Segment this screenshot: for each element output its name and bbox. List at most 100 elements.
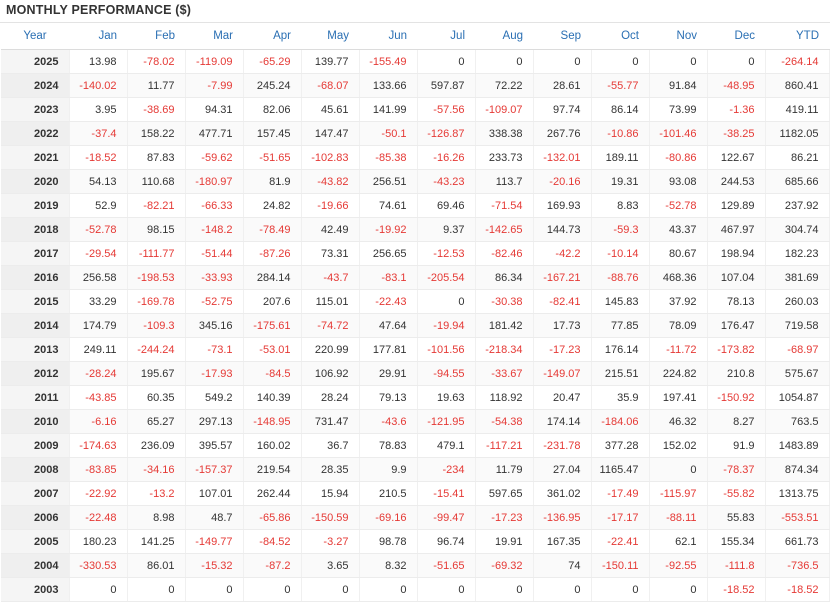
month-value-cell: 0: [417, 49, 476, 74]
month-value-cell: 195.67: [127, 361, 186, 386]
month-value-cell: -78.49: [243, 217, 302, 242]
month-value-cell: -55.77: [591, 73, 650, 98]
month-value-cell: 0: [533, 577, 592, 602]
month-value-cell: -51.44: [185, 241, 244, 266]
month-value-cell: -22.43: [359, 289, 418, 314]
month-value-cell: -7.99: [185, 73, 244, 98]
month-value-cell: -16.26: [417, 145, 476, 170]
month-value-cell: 468.36: [649, 265, 708, 290]
table-row: 2023 3.95 -38.69 94.31 82.06 45.61 141.99 -57.5…: [1, 97, 830, 122]
month-value-cell: 174.79: [69, 313, 128, 338]
year-cell: 2017: [1, 241, 70, 266]
month-value-cell: -12.53: [417, 241, 476, 266]
month-value-cell: -121.95: [417, 409, 476, 434]
month-value-cell: -33.67: [475, 361, 534, 386]
month-value-cell: 0: [475, 49, 534, 74]
month-value-cell: 97.74: [533, 97, 592, 122]
month-value-cell: -85.38: [359, 145, 418, 170]
month-value-cell: 174.14: [533, 409, 592, 434]
month-value-cell: -37.4: [69, 121, 128, 146]
column-header-feb: Feb: [127, 23, 185, 50]
month-value-cell: -198.53: [127, 265, 186, 290]
ytd-cell: -264.14: [765, 49, 830, 74]
ytd-cell: 1182.05: [765, 121, 830, 146]
month-value-cell: 207.6: [243, 289, 302, 314]
month-value-cell: 78.13: [707, 289, 766, 314]
table-row: 2013 249.11 -244.24 -73.1 -53.01 220.99 177.81…: [1, 337, 830, 362]
month-value-cell: -43.82: [301, 169, 360, 194]
month-value-cell: -78.37: [707, 457, 766, 482]
ytd-cell: 874.34: [765, 457, 830, 482]
month-value-cell: -18.52: [707, 577, 766, 602]
month-value-cell: 0: [707, 49, 766, 74]
month-value-cell: -119.09: [185, 49, 244, 74]
month-value-cell: 93.08: [649, 169, 708, 194]
month-value-cell: 73.31: [301, 241, 360, 266]
month-value-cell: 0: [359, 577, 418, 602]
ytd-cell: 260.03: [765, 289, 830, 314]
month-value-cell: 24.82: [243, 193, 302, 218]
month-value-cell: 479.1: [417, 433, 476, 458]
year-cell: 2004: [1, 553, 70, 578]
month-value-cell: -117.21: [475, 433, 534, 458]
month-value-cell: -66.33: [185, 193, 244, 218]
month-value-cell: -142.65: [475, 217, 534, 242]
month-value-cell: -22.48: [69, 505, 128, 530]
month-value-cell: -18.52: [69, 145, 128, 170]
year-cell: 2019: [1, 193, 70, 218]
month-value-cell: 158.22: [127, 121, 186, 146]
month-value-cell: 133.66: [359, 73, 418, 98]
ytd-cell: 1483.89: [765, 433, 830, 458]
month-value-cell: 215.51: [591, 361, 650, 386]
month-value-cell: -184.06: [591, 409, 650, 434]
year-cell: 2022: [1, 121, 70, 146]
month-value-cell: 72.22: [475, 73, 534, 98]
month-value-cell: 3.95: [69, 97, 128, 122]
month-value-cell: -111.77: [127, 241, 186, 266]
month-value-cell: 467.97: [707, 217, 766, 242]
month-value-cell: 597.87: [417, 73, 476, 98]
table-row: 2007 -22.92 -13.2 107.01 262.44 15.94 210.5 -15…: [1, 481, 830, 506]
table-row: 2025 13.98 -78.02 -119.09 -65.29 139.77 -155.4…: [1, 49, 830, 74]
month-value-cell: 176.14: [591, 337, 650, 362]
year-cell: 2013: [1, 337, 70, 362]
year-cell: 2015: [1, 289, 70, 314]
month-value-cell: 210.5: [359, 481, 418, 506]
month-value-cell: 0: [301, 577, 360, 602]
month-value-cell: 15.94: [301, 481, 360, 506]
table-body: 2025 13.98 -78.02 -119.09 -65.29 139.77 -155.4…: [1, 49, 830, 602]
month-value-cell: 1165.47: [591, 457, 650, 482]
month-value-cell: 0: [127, 577, 186, 602]
year-cell: 2018: [1, 217, 70, 242]
month-value-cell: 82.06: [243, 97, 302, 122]
month-value-cell: -173.82: [707, 337, 766, 362]
month-value-cell: 52.9: [69, 193, 128, 218]
month-value-cell: 96.74: [417, 529, 476, 554]
ytd-cell: -553.51: [765, 505, 830, 530]
month-value-cell: 597.65: [475, 481, 534, 506]
month-value-cell: -78.02: [127, 49, 186, 74]
year-cell: 2023: [1, 97, 70, 122]
month-value-cell: 262.44: [243, 481, 302, 506]
table-row: 2008 -83.85 -34.16 -157.37 219.54 28.35 9.9 -23…: [1, 457, 830, 482]
month-value-cell: 236.09: [127, 433, 186, 458]
month-value-cell: 140.39: [243, 385, 302, 410]
month-value-cell: -10.86: [591, 121, 650, 146]
table-row: 2006 -22.48 8.98 48.7 -65.86 -150.59 -69.16 -99…: [1, 505, 830, 530]
month-value-cell: 62.1: [649, 529, 708, 554]
month-value-cell: 8.98: [127, 505, 186, 530]
ytd-cell: 419.11: [765, 97, 830, 122]
month-value-cell: 29.91: [359, 361, 418, 386]
ytd-cell: 1313.75: [765, 481, 830, 506]
month-value-cell: -1.36: [707, 97, 766, 122]
month-value-cell: -82.46: [475, 241, 534, 266]
month-value-cell: 73.99: [649, 97, 708, 122]
table-row: 2003 0 0 0 0 0 0 0 0 0 0 0 -18.52 -18.52: [1, 577, 830, 602]
ytd-cell: 575.67: [765, 361, 830, 386]
month-value-cell: -54.38: [475, 409, 534, 434]
table-row: 2014 174.79 -109.3 345.16 -175.61 -74.72 47.64…: [1, 313, 830, 338]
month-value-cell: 256.65: [359, 241, 418, 266]
month-value-cell: 45.61: [301, 97, 360, 122]
ytd-cell: 661.73: [765, 529, 830, 554]
month-value-cell: 3.65: [301, 553, 360, 578]
